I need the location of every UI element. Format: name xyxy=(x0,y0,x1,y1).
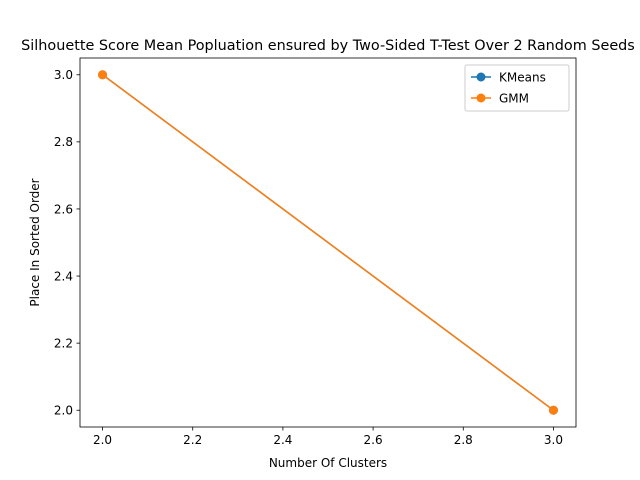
legend: KMeans GMM xyxy=(464,64,570,112)
y-tick-label: 2.4 xyxy=(54,269,73,283)
x-tick-label: 2.4 xyxy=(273,433,292,447)
x-tick-label: 2.2 xyxy=(183,433,202,447)
legend-marker xyxy=(476,72,486,82)
chart-title: Silhouette Score Mean Popluation ensured… xyxy=(21,38,635,54)
x-tick-label: 3.0 xyxy=(544,433,563,447)
legend-label: KMeans xyxy=(499,70,546,84)
data-point xyxy=(548,405,558,415)
y-axis: 2.0 2.2 2.4 2.6 2.8 3.0 xyxy=(54,68,80,418)
legend-label: GMM xyxy=(499,91,529,105)
legend-item-gmm: GMM xyxy=(471,91,529,105)
plot-frame xyxy=(79,57,577,428)
x-tick-label: 2.0 xyxy=(93,433,112,447)
legend-items: KMeans GMM xyxy=(471,70,546,105)
y-tick-label: 3.0 xyxy=(54,68,73,82)
y-tick-label: 2.0 xyxy=(54,404,73,418)
series-gmm xyxy=(98,70,558,415)
legend-item-kmeans: KMeans xyxy=(471,70,546,84)
y-tick-label: 2.8 xyxy=(54,135,73,149)
series-line xyxy=(101,73,555,412)
x-tick-label: 2.8 xyxy=(454,433,473,447)
y-tick-label: 2.6 xyxy=(54,202,73,216)
series-layer xyxy=(98,70,558,415)
x-axis-label: Number Of Clusters xyxy=(269,456,387,470)
x-tick-label: 2.6 xyxy=(364,433,383,447)
data-point xyxy=(98,70,108,80)
legend-marker xyxy=(476,93,486,103)
y-axis-label: Place In Sorted Order xyxy=(28,178,42,306)
y-tick-label: 2.2 xyxy=(54,336,73,350)
x-axis: 2.0 2.2 2.4 2.6 2.8 3.0 xyxy=(93,427,563,447)
